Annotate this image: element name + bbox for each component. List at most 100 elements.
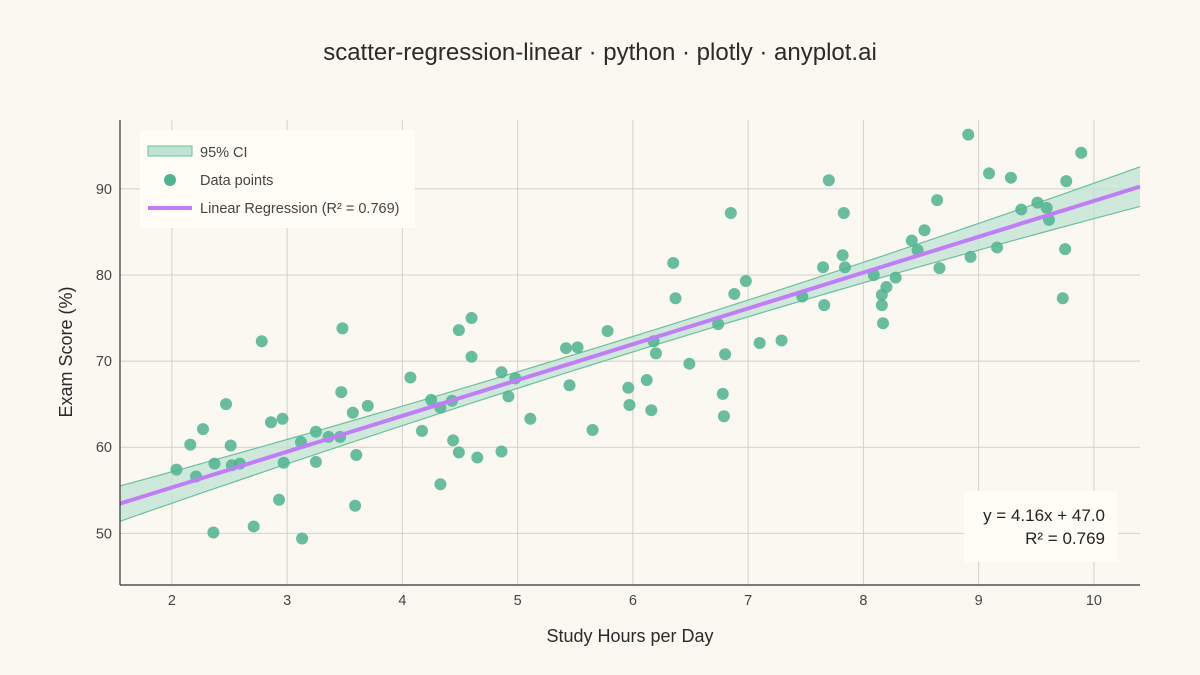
data-point <box>918 224 931 237</box>
x-tick-label: 7 <box>744 593 752 609</box>
ci-lower-bound <box>119 205 1141 522</box>
data-point <box>465 350 478 363</box>
legend-entry-regression: Linear Regression (R² = 0.769) <box>200 201 399 217</box>
legend: 95% CI Data points Linear Regression (R²… <box>140 130 415 228</box>
data-point <box>933 262 946 275</box>
ci-upper-bound <box>119 166 1141 487</box>
data-point <box>220 398 233 411</box>
legend-entry-points: Data points <box>200 173 273 189</box>
data-point <box>964 250 977 263</box>
data-point <box>712 318 725 331</box>
data-point <box>1059 243 1072 256</box>
data-point <box>264 416 277 429</box>
y-tick-label: 80 <box>96 268 112 284</box>
data-point <box>905 234 918 247</box>
data-point <box>465 312 478 325</box>
data-point <box>649 347 662 360</box>
data-point <box>524 412 537 425</box>
data-point <box>404 371 417 384</box>
data-point <box>502 390 515 403</box>
data-point <box>818 299 831 312</box>
data-point <box>170 463 183 476</box>
x-tick-label: 4 <box>398 593 406 609</box>
data-point <box>208 457 221 470</box>
data-point <box>667 256 680 269</box>
legend-ci-swatch <box>147 145 193 157</box>
data-point <box>837 207 850 219</box>
x-axis-title: Study Hours per Day <box>546 626 713 646</box>
chart-title: scatter-regression-linear · python · plo… <box>323 39 877 66</box>
data-point <box>838 261 851 274</box>
data-point <box>495 445 508 458</box>
x-tick-label: 8 <box>859 593 867 609</box>
regression-fit-line <box>119 184 1141 506</box>
data-point <box>622 381 635 394</box>
data-point <box>1015 203 1028 216</box>
data-point <box>563 379 576 392</box>
data-point <box>336 322 349 335</box>
data-point <box>184 438 197 451</box>
data-point <box>719 348 732 361</box>
data-point <box>728 287 741 300</box>
data-point <box>640 374 653 387</box>
data-point <box>277 456 290 469</box>
data-point <box>683 357 696 370</box>
data-point <box>350 448 363 461</box>
data-point <box>586 424 599 436</box>
data-point <box>876 317 889 330</box>
x-tick-label: 5 <box>514 593 522 609</box>
data-point <box>452 446 465 459</box>
data-point <box>309 425 322 438</box>
data-point <box>1075 146 1088 159</box>
x-tick-label: 10 <box>1086 593 1102 609</box>
equation-text: y = 4.16x + 47.0 <box>983 506 1105 525</box>
data-point <box>753 337 766 350</box>
equation-annotation: y = 4.16x + 47.0 R² = 0.769 <box>964 491 1118 562</box>
data-point <box>601 324 614 337</box>
data-point <box>1060 175 1073 188</box>
data-point <box>434 478 447 491</box>
data-point <box>571 341 584 354</box>
data-point <box>1040 201 1053 214</box>
data-point <box>717 410 730 423</box>
data-point <box>309 455 322 468</box>
data-point <box>645 404 658 417</box>
data-point <box>361 399 374 412</box>
data-point <box>716 387 729 400</box>
data-point <box>623 399 636 412</box>
data-point <box>296 532 309 545</box>
data-point <box>471 451 484 464</box>
data-point <box>255 335 268 348</box>
y-axis-title: Exam Score (%) <box>56 286 76 417</box>
data-point <box>775 334 788 347</box>
data-point <box>931 194 944 207</box>
data-point <box>836 249 849 262</box>
data-point <box>1031 196 1044 209</box>
data-point <box>962 128 975 141</box>
data-point <box>349 499 362 512</box>
regression-line <box>119 184 1141 506</box>
x-tick-label: 6 <box>629 593 637 609</box>
data-point <box>276 412 289 425</box>
data-point <box>247 520 260 533</box>
legend-points-swatch <box>164 174 176 186</box>
data-point <box>447 434 460 447</box>
data-point <box>495 366 508 379</box>
data-point <box>817 261 830 274</box>
data-point <box>196 423 209 436</box>
data-point <box>560 342 573 355</box>
data-point <box>273 493 286 506</box>
legend-entry-ci: 95% CI <box>200 145 248 161</box>
data-point <box>880 281 893 294</box>
y-tick-label: 60 <box>96 440 112 456</box>
data-point <box>224 439 237 452</box>
data-point <box>724 207 737 219</box>
data-point <box>1004 171 1017 184</box>
x-tick-labels: 2 3 4 5 6 7 8 9 10 <box>168 593 1102 609</box>
x-tick-label: 3 <box>283 593 291 609</box>
y-tick-label: 50 <box>96 526 112 542</box>
x-tick-label: 2 <box>168 593 176 609</box>
y-tick-label: 90 <box>96 182 112 198</box>
y-tick-labels: 50 60 70 80 90 <box>96 182 112 542</box>
data-point <box>739 275 752 288</box>
